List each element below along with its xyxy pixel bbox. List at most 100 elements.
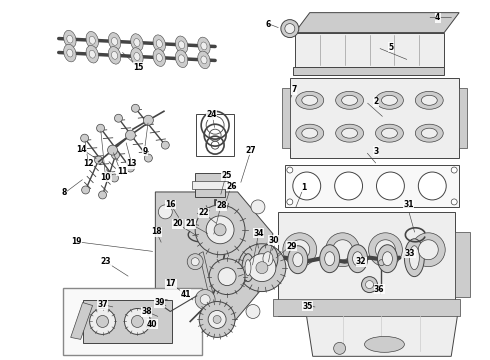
Ellipse shape: [198, 37, 210, 55]
Circle shape: [376, 172, 404, 200]
Circle shape: [293, 172, 321, 200]
Text: 31: 31: [403, 200, 414, 209]
Text: 15: 15: [133, 63, 144, 72]
Text: 28: 28: [216, 201, 227, 210]
Ellipse shape: [409, 246, 419, 270]
Circle shape: [283, 233, 317, 267]
Ellipse shape: [353, 252, 363, 266]
Circle shape: [131, 104, 140, 112]
Text: 21: 21: [185, 219, 196, 228]
Ellipse shape: [302, 95, 318, 105]
Text: 12: 12: [84, 159, 94, 168]
Ellipse shape: [319, 245, 340, 273]
Ellipse shape: [336, 124, 364, 142]
Text: 41: 41: [180, 289, 191, 298]
Circle shape: [115, 114, 122, 122]
Ellipse shape: [302, 128, 318, 138]
Bar: [290, 78, 459, 158]
Circle shape: [205, 227, 225, 247]
Polygon shape: [295, 32, 444, 67]
Circle shape: [145, 154, 152, 162]
Circle shape: [335, 172, 363, 200]
Ellipse shape: [64, 30, 76, 48]
Ellipse shape: [112, 51, 118, 59]
Text: 16: 16: [166, 200, 176, 209]
Circle shape: [368, 233, 402, 267]
Text: 20: 20: [172, 219, 183, 228]
Circle shape: [81, 134, 89, 142]
Text: 33: 33: [405, 249, 415, 258]
Circle shape: [213, 315, 221, 323]
Polygon shape: [199, 252, 217, 314]
Text: 38: 38: [141, 307, 152, 316]
Ellipse shape: [342, 128, 358, 138]
Ellipse shape: [134, 39, 140, 46]
Ellipse shape: [178, 41, 185, 49]
Circle shape: [97, 315, 108, 328]
Text: 6: 6: [266, 19, 271, 28]
Circle shape: [248, 254, 276, 282]
Text: 36: 36: [374, 285, 385, 294]
Bar: [293, 67, 444, 75]
Ellipse shape: [242, 254, 254, 282]
Ellipse shape: [198, 51, 210, 69]
Ellipse shape: [86, 31, 98, 49]
Circle shape: [90, 309, 116, 334]
Polygon shape: [155, 192, 273, 332]
Circle shape: [287, 199, 293, 205]
Circle shape: [290, 240, 310, 260]
Ellipse shape: [131, 48, 143, 65]
Circle shape: [334, 342, 345, 354]
Ellipse shape: [258, 245, 278, 273]
Text: 37: 37: [97, 300, 108, 309]
Circle shape: [112, 151, 120, 159]
Circle shape: [375, 240, 395, 260]
Circle shape: [209, 259, 245, 294]
Bar: [282, 88, 290, 148]
Circle shape: [281, 20, 299, 37]
Bar: [83, 300, 172, 343]
Bar: [285, 165, 459, 207]
Circle shape: [451, 199, 457, 205]
Ellipse shape: [365, 336, 404, 352]
Ellipse shape: [404, 239, 424, 276]
Circle shape: [326, 233, 360, 267]
Text: 24: 24: [207, 110, 217, 119]
Text: 7: 7: [291, 85, 296, 94]
Text: 13: 13: [126, 159, 137, 168]
Ellipse shape: [201, 56, 207, 64]
Ellipse shape: [416, 91, 443, 109]
Bar: [192, 181, 228, 189]
Ellipse shape: [108, 46, 121, 64]
Circle shape: [214, 224, 226, 236]
Text: 30: 30: [268, 236, 278, 245]
Ellipse shape: [421, 128, 437, 138]
Ellipse shape: [421, 95, 437, 105]
Ellipse shape: [416, 124, 443, 142]
Text: 40: 40: [147, 320, 157, 329]
Circle shape: [208, 310, 226, 328]
Circle shape: [158, 300, 172, 314]
Bar: [273, 298, 460, 316]
Ellipse shape: [296, 91, 324, 109]
Bar: [459, 88, 467, 148]
Circle shape: [126, 164, 134, 172]
Text: 11: 11: [117, 167, 127, 176]
Text: 32: 32: [356, 257, 367, 266]
Ellipse shape: [347, 245, 368, 273]
Ellipse shape: [175, 36, 188, 54]
Ellipse shape: [377, 245, 397, 273]
Ellipse shape: [263, 252, 273, 266]
Circle shape: [158, 205, 172, 219]
Text: 18: 18: [151, 228, 162, 237]
Ellipse shape: [131, 34, 143, 51]
Circle shape: [366, 280, 373, 289]
Circle shape: [418, 172, 446, 200]
Text: 5: 5: [389, 43, 394, 52]
Circle shape: [107, 145, 118, 155]
Ellipse shape: [89, 50, 95, 58]
Circle shape: [218, 268, 236, 285]
Circle shape: [206, 216, 234, 244]
Ellipse shape: [153, 49, 166, 66]
Circle shape: [412, 233, 445, 267]
